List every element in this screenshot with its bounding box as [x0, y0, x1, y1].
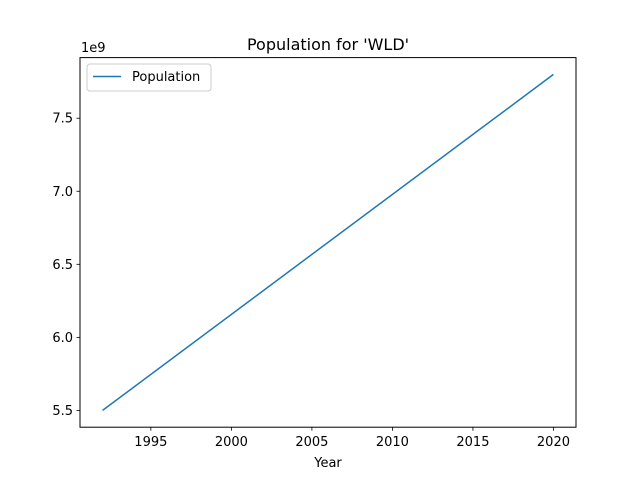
y-tick-label: 7.5: [52, 112, 73, 127]
y-tick-label: 6.0: [52, 331, 73, 346]
y-tick-label: 6.5: [52, 258, 73, 273]
x-tick-label: 2005: [295, 435, 328, 450]
y-tick-label: 7.0: [52, 185, 73, 200]
legend: Population: [86, 63, 212, 92]
legend-box: [86, 63, 212, 92]
plot-frame: [79, 57, 577, 428]
series-line-population: [102, 73, 554, 412]
x-tick-label: 2015: [456, 435, 489, 450]
y-axis: 5.5 6.0 6.5 7.0 7.5: [52, 112, 80, 419]
chart-title: Population for 'WLD': [247, 35, 409, 54]
x-tick-label: 2000: [215, 435, 248, 450]
x-tick-label: 2020: [537, 435, 570, 450]
x-tick-label: 1995: [134, 435, 167, 450]
plot-area: [102, 73, 554, 412]
y-tick-label: 5.5: [52, 404, 73, 419]
legend-label-population: Population: [132, 70, 200, 85]
x-tick-label: 2010: [376, 435, 409, 450]
x-axis-label: Year: [313, 456, 342, 471]
x-axis: 1995 2000 2005 2010 2015 2020: [134, 427, 570, 450]
y-axis-offset-label: 1e9: [81, 41, 106, 56]
